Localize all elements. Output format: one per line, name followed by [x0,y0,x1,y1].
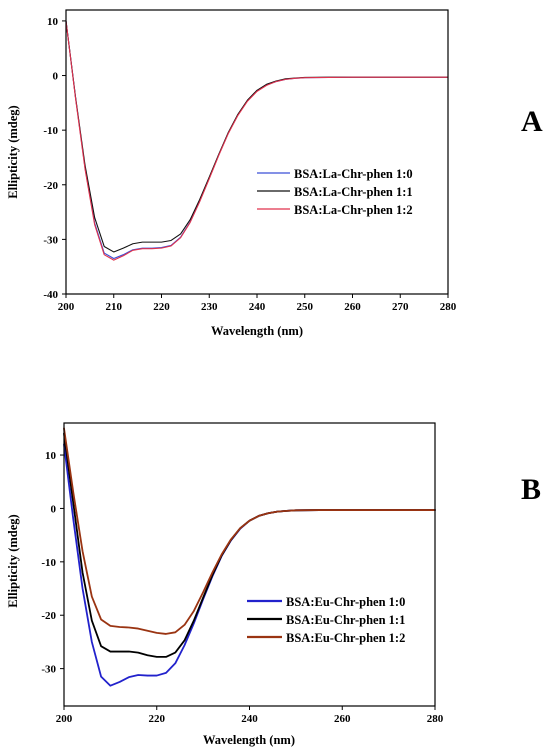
panel-b-ticks: 200 220 240 260 280 10 0 -10 -20 -30 [41,450,443,725]
panel-a-series-line-1 [65,20,449,260]
panel-a-y-axis-label: Ellipticity (mdeg) [6,105,20,198]
panel-a-x-tick-label: 230 [201,301,218,313]
panel-b-letter: B [521,473,541,506]
panel-b-x-tick-label: 280 [427,713,444,725]
panel-a-legend-label-3: BSA:La-Chr-phen 1:2 [294,203,413,217]
panel-a-plot-frame [65,9,449,295]
panel-b-x-tick-label: 240 [241,713,258,725]
panel-a-y-tick-label: -40 [43,289,58,301]
panel-b-plot-frame [63,422,436,707]
panel-b-legend-label-2: BSA:Eu-Chr-phen 1:1 [286,613,405,627]
panel-b-y-axis-label: Ellipticity (mdeg) [6,514,20,607]
panel-a-letter: A [521,105,543,138]
panel-a-series-lines [65,20,449,261]
panel-b-y-tick-label: -30 [41,664,56,676]
panel-a-y-tick-label: 10 [47,16,59,28]
panel-a-legend: BSA:La-Chr-phen 1:0 BSA:La-Chr-phen 1:1 … [257,167,413,217]
panel-a-ticks: 200 210 220 230 240 250 260 270 280 10 0 -10 -20 -30 -… [43,16,456,313]
chart-panel-b: 200 220 240 260 280 10 0 -10 -20 -30 Wavelength (… [6,422,541,747]
panel-b-y-tick-label: -20 [41,610,56,622]
chart-panel-a: 200 210 220 230 240 250 260 270 280 10 0 -10 -20 -30 -… [6,9,543,338]
panel-b-y-tick-label: -10 [41,557,56,569]
panel-a-series-line-3 [65,20,449,261]
panel-b-y-tick-label: 0 [51,503,57,515]
panel-b-legend-label-1: BSA:Eu-Chr-phen 1:0 [286,595,405,609]
panel-a-x-tick-label: 250 [297,301,314,313]
panel-a-y-tick-label: -30 [43,234,58,246]
panel-a-x-tick-label: 200 [58,301,75,313]
panel-a-x-tick-label: 220 [153,301,170,313]
panel-a-y-tick-label: -20 [43,180,58,192]
panel-a-y-tick-label: -10 [43,125,58,137]
panel-a-y-tick-label: 0 [53,71,59,83]
panel-b-legend-label-3: BSA:Eu-Chr-phen 1:2 [286,631,405,645]
panel-b-y-tick-label: 10 [45,450,57,462]
panel-b-x-tick-label: 220 [149,713,166,725]
panel-a-x-axis-label: Wavelength (nm) [211,324,303,338]
panel-b-series-line-1 [63,443,436,687]
panel-b-series-lines [63,427,436,687]
panel-a-x-tick-label: 260 [344,301,361,313]
panel-a-x-tick-label: 210 [106,301,123,313]
panel-b-x-axis-label: Wavelength (nm) [203,733,295,747]
panel-b-x-tick-label: 260 [334,713,351,725]
panel-a-series-line-2 [65,20,449,253]
panel-a-legend-label-2: BSA:La-Chr-phen 1:1 [294,185,413,199]
panel-a-x-tick-label: 280 [440,301,457,313]
panel-a-x-tick-label: 240 [249,301,266,313]
panel-a-legend-label-1: BSA:La-Chr-phen 1:0 [294,167,413,181]
panel-b-legend: BSA:Eu-Chr-phen 1:0 BSA:Eu-Chr-phen 1:1 … [247,595,405,645]
panel-b-x-tick-label: 200 [56,713,73,725]
panel-a-x-tick-label: 270 [392,301,409,313]
panel-b-series-line-3 [63,427,436,635]
